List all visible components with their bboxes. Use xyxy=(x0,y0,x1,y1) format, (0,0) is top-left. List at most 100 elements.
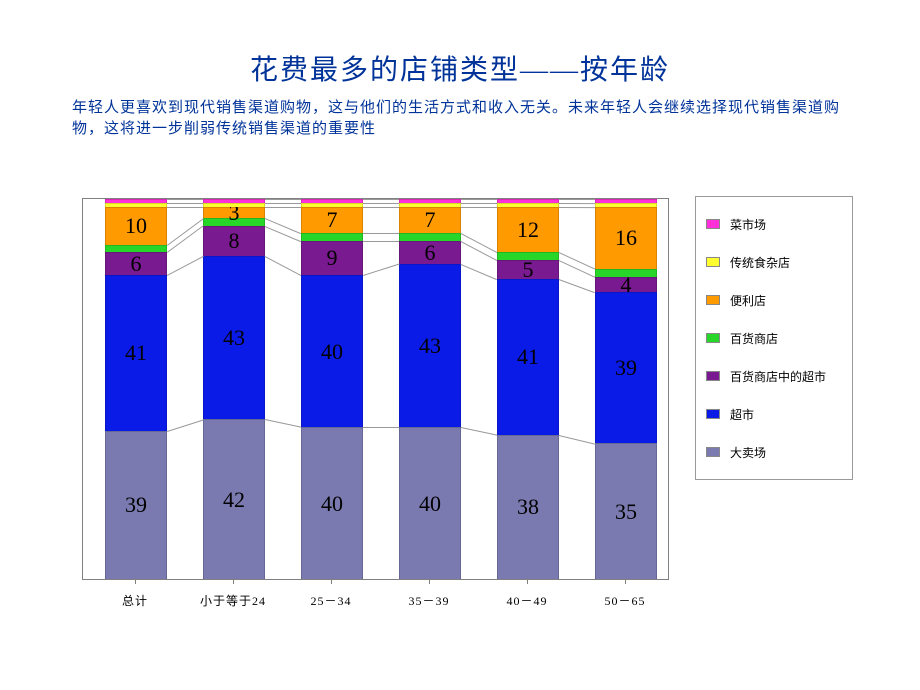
bar-segment xyxy=(399,233,461,241)
bar-segment: 9 xyxy=(301,241,363,275)
bar-segment: 35 xyxy=(595,443,657,579)
x-axis-label: 40－49 xyxy=(482,592,572,609)
bar-segment: 41 xyxy=(497,279,559,435)
x-axis-label: 35－39 xyxy=(384,592,474,609)
x-axis-labels: 总计小于等于2425－3435－3940－4950－65 xyxy=(82,584,667,612)
series-connector xyxy=(363,264,399,276)
bar-segment: 38 xyxy=(497,435,559,579)
series-connector xyxy=(265,199,301,200)
legend-label: 百货商店中的超市 xyxy=(730,368,826,385)
bar-group: 38415 12 xyxy=(497,199,559,579)
bar-segment xyxy=(497,199,559,203)
series-connector xyxy=(167,199,203,200)
series-connector xyxy=(265,203,301,204)
bar-segment xyxy=(595,203,657,207)
series-connector xyxy=(461,427,497,436)
bar-segment: 42 xyxy=(203,419,265,579)
bar-segment: 16 xyxy=(595,207,657,269)
bar-segment xyxy=(301,203,363,207)
bar-segment: 6 xyxy=(105,252,167,275)
series-connector xyxy=(265,419,301,428)
legend-label: 大卖场 xyxy=(730,444,766,461)
series-connector xyxy=(167,256,203,276)
bar-group: 40436 7 xyxy=(399,199,461,579)
bar-group: 35394 16 xyxy=(595,199,657,579)
bar-segment: 12 xyxy=(497,207,559,253)
series-connector xyxy=(265,226,301,242)
series-connector xyxy=(363,199,399,200)
legend-label: 菜市场 xyxy=(730,216,766,233)
bar-group: 404097 xyxy=(301,199,363,579)
bar-segment xyxy=(203,203,265,207)
legend-swatch xyxy=(706,447,720,457)
bar-segment: 40 xyxy=(399,427,461,579)
series-connector xyxy=(265,207,301,208)
chart-title: 花费最多的店铺类型——按年龄 xyxy=(0,48,920,88)
legend-swatch xyxy=(706,257,720,267)
series-connector xyxy=(167,419,203,431)
series-connector xyxy=(461,203,497,204)
bar-segment xyxy=(399,203,461,207)
series-connector xyxy=(363,241,399,242)
legend-item: 大卖场 xyxy=(706,433,842,471)
bar-segment: 40 xyxy=(301,427,363,579)
legend-item: 百货商店 xyxy=(706,319,842,357)
series-connector xyxy=(461,199,497,200)
series-connector xyxy=(559,199,595,200)
legend-label: 百货商店 xyxy=(730,330,778,347)
x-axis-tick xyxy=(527,578,528,584)
series-connector xyxy=(559,435,595,445)
chart-subtitle: 年轻人更喜欢到现代销售渠道购物，这与他们的生活方式和收入无关。未来年轻人会继续选… xyxy=(72,98,852,140)
bar-segment: 4 xyxy=(595,277,657,293)
legend-swatch xyxy=(706,409,720,419)
series-connector xyxy=(265,256,301,276)
series-connector xyxy=(167,226,204,253)
legend-swatch xyxy=(706,371,720,381)
legend-label: 便利店 xyxy=(730,292,766,309)
bar-segment: 40 xyxy=(301,275,363,427)
legend-item: 菜市场 xyxy=(706,205,842,243)
bar-segment: 39 xyxy=(105,431,167,579)
chart-plot-area: 394161042438340409740436738415123539416 xyxy=(82,198,669,580)
x-axis-tick xyxy=(429,578,430,584)
legend-label: 传统食杂店 xyxy=(730,254,790,271)
bar-segment xyxy=(301,199,363,203)
series-connector xyxy=(461,241,497,261)
bar-group: 3941610 xyxy=(105,199,167,579)
bar-segment xyxy=(301,233,363,241)
x-axis-label: 小于等于24 xyxy=(188,592,278,609)
series-connector xyxy=(167,207,203,208)
series-connector xyxy=(559,252,595,270)
bar-segment: 7 xyxy=(399,207,461,234)
bar-segment xyxy=(595,269,657,277)
series-connector xyxy=(559,260,595,278)
bar-segment xyxy=(497,203,559,207)
legend-swatch xyxy=(706,219,720,229)
bar-segment: 39 xyxy=(595,292,657,443)
legend-swatch xyxy=(706,295,720,305)
bar-group: 424383 xyxy=(203,199,265,579)
x-axis-tick xyxy=(135,578,136,584)
series-connector xyxy=(461,233,497,253)
series-connector xyxy=(559,279,595,293)
legend-item: 超市 xyxy=(706,395,842,433)
series-connector xyxy=(461,264,497,280)
legend-item: 便利店 xyxy=(706,281,842,319)
bar-segment xyxy=(497,252,559,260)
x-axis-label: 50－65 xyxy=(580,592,670,609)
bar-segment: 43 xyxy=(203,256,265,419)
bar-segment: 10 xyxy=(105,207,167,245)
series-connector xyxy=(363,207,399,208)
bar-segment: 43 xyxy=(399,264,461,427)
legend-item: 百货商店中的超市 xyxy=(706,357,842,395)
bar-segment: 5 xyxy=(497,260,559,279)
bar-segment xyxy=(595,199,657,203)
series-connector xyxy=(363,427,399,428)
x-axis-tick xyxy=(233,578,234,584)
x-axis-tick xyxy=(331,578,332,584)
bar-segment xyxy=(105,245,167,253)
bar-segment: 6 xyxy=(399,241,461,264)
bar-segment: 3 xyxy=(203,207,265,218)
series-connector xyxy=(363,203,399,204)
x-axis-label: 25－34 xyxy=(286,592,376,609)
